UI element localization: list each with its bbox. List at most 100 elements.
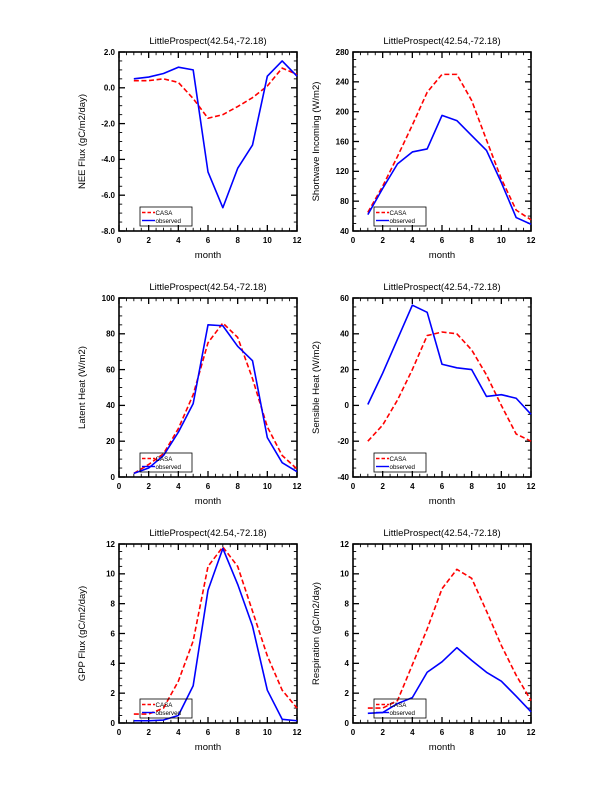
y-tick-label: 120 — [336, 167, 350, 176]
x-tick-label: 6 — [440, 728, 445, 737]
x-tick-label: 10 — [497, 728, 506, 737]
x-tick-label: 0 — [117, 728, 122, 737]
plot-title: LittleProspect(42.54,-72.18) — [383, 528, 500, 539]
x-tick-label: 0 — [117, 482, 122, 491]
x-tick-label: 2 — [380, 236, 385, 245]
minor-ticks — [353, 298, 531, 477]
x-tick-label: 6 — [206, 482, 211, 491]
series-CASA-line — [367, 73, 532, 221]
y-tick-label: 80 — [340, 197, 349, 206]
x-tick-label: 2 — [146, 236, 151, 245]
plot-title: LittleProspect(42.54,-72.18) — [149, 36, 266, 47]
legend-label-observed: observed — [156, 464, 182, 471]
legend-label-CASA: CASA — [156, 702, 174, 709]
legend-label-observed: observed — [156, 710, 182, 717]
chart-svg: LittleProspect(42.54,-72.18) GPP Flux (gC… — [77, 528, 302, 753]
series-CASA-line — [133, 546, 298, 715]
x-tick-label: 0 — [351, 236, 356, 245]
y-axis-label: GPP Flux (gC/m2/day) — [77, 586, 88, 681]
y-tick-label: 8 — [345, 599, 350, 608]
y-tick-label: 0.0 — [104, 84, 116, 93]
legend-label-observed: observed — [390, 710, 416, 717]
y-tick-label: -8.0 — [101, 227, 115, 236]
chart-svg: LittleProspect(42.54,-72.18) Shortwave In… — [311, 36, 536, 261]
y-tick-label: 40 — [340, 330, 349, 339]
x-tick-label: 6 — [206, 236, 211, 245]
y-tick-label: -20 — [337, 437, 349, 446]
major-ticks — [352, 51, 532, 232]
y-tick-label: 160 — [336, 137, 350, 146]
x-tick-label: 4 — [176, 236, 181, 245]
x-tick-label: 10 — [263, 236, 272, 245]
y-tick-label: 240 — [336, 78, 350, 87]
major-ticks — [352, 297, 532, 478]
x-tick-label: 2 — [380, 482, 385, 491]
x-tick-label: 0 — [351, 728, 356, 737]
minor-ticks — [353, 52, 531, 231]
y-tick-label: 4 — [111, 659, 116, 668]
legend-box — [373, 698, 427, 719]
y-axis-label: NEE Flux (gC/m2/day) — [77, 94, 88, 189]
legend-label-observed: observed — [156, 218, 182, 225]
series-CASA-line — [367, 568, 532, 709]
legend-box — [373, 452, 427, 473]
legend-label-observed: observed — [390, 218, 416, 225]
legend-box — [139, 206, 193, 227]
y-tick-label: 20 — [106, 437, 115, 446]
x-tick-label: 4 — [176, 728, 181, 737]
x-tick-label: 2 — [380, 728, 385, 737]
plot-title: LittleProspect(42.54,-72.18) — [383, 282, 500, 293]
legend-label-CASA: CASA — [390, 210, 408, 217]
x-tick-label: 12 — [527, 728, 536, 737]
plot-title: LittleProspect(42.54,-72.18) — [149, 528, 266, 539]
x-axis-label: month — [195, 496, 221, 507]
y-tick-label: -2.0 — [101, 119, 115, 128]
y-tick-label: 20 — [340, 365, 349, 374]
x-tick-label: 6 — [206, 728, 211, 737]
series-observed-line — [367, 646, 532, 715]
minor-ticks — [353, 544, 531, 723]
plot-frame — [352, 297, 532, 478]
y-tick-label: 0 — [111, 719, 116, 728]
chart-respiration: LittleProspect(42.54,-72.18) Respiration … — [306, 522, 540, 768]
legend-label-CASA: CASA — [156, 456, 174, 463]
charts-grid: LittleProspect(42.54,-72.18) NEE Flux (gC… — [72, 30, 540, 768]
legend-label-CASA: CASA — [390, 456, 408, 463]
plot-frame — [118, 51, 298, 232]
x-tick-label: 8 — [469, 728, 474, 737]
y-tick-label: 60 — [106, 365, 115, 374]
series-CASA-line — [133, 67, 298, 120]
y-tick-label: -4.0 — [101, 155, 115, 164]
chart-svg: LittleProspect(42.54,-72.18) NEE Flux (gC… — [77, 36, 302, 261]
series-observed-line — [133, 60, 298, 209]
plot-title: LittleProspect(42.54,-72.18) — [149, 282, 266, 293]
x-tick-label: 12 — [293, 482, 302, 491]
y-tick-label: 80 — [106, 330, 115, 339]
plot-title: LittleProspect(42.54,-72.18) — [383, 36, 500, 47]
y-tick-label: 8 — [111, 599, 116, 608]
x-tick-label: 4 — [410, 236, 415, 245]
y-tick-label: 0 — [345, 401, 350, 410]
y-tick-label: 12 — [106, 540, 115, 549]
y-tick-label: 0 — [345, 719, 350, 728]
series-observed-line — [367, 304, 532, 415]
x-tick-label: 8 — [235, 482, 240, 491]
chart-gpp-flux: LittleProspect(42.54,-72.18) GPP Flux (gC… — [72, 522, 306, 768]
y-tick-label: 4 — [345, 659, 350, 668]
y-tick-label: 12 — [340, 540, 349, 549]
x-axis-label: month — [195, 250, 221, 261]
y-tick-label: 10 — [106, 570, 115, 579]
chart-shortwave-incoming: LittleProspect(42.54,-72.18) Shortwave In… — [306, 30, 540, 276]
y-tick-label: -40 — [337, 473, 349, 482]
x-tick-label: 0 — [117, 236, 122, 245]
legend-label-CASA: CASA — [156, 210, 174, 217]
x-tick-label: 10 — [497, 482, 506, 491]
x-tick-label: 12 — [293, 236, 302, 245]
y-tick-label: 6 — [345, 629, 350, 638]
y-tick-label: 40 — [106, 401, 115, 410]
